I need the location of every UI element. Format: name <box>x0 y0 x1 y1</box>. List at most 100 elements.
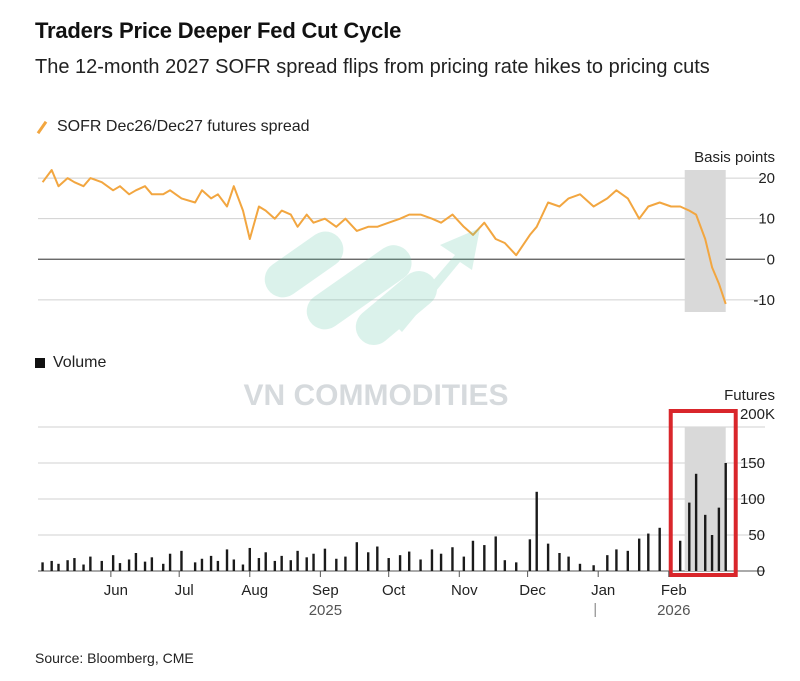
x-month-label: Sep <box>312 582 339 599</box>
volume-bar <box>724 463 727 571</box>
volume-bar <box>398 555 402 571</box>
volume-series <box>41 463 727 571</box>
x-year-label: 2026 <box>657 602 690 619</box>
chart-title: Traders Price Deeper Fed Cut Cycle <box>35 18 402 43</box>
volume-bar <box>273 560 277 571</box>
volume-bar <box>658 527 661 571</box>
volume-bar <box>647 533 650 571</box>
volume-bar <box>289 560 292 571</box>
volume-bar <box>567 556 570 571</box>
volume-bar <box>678 540 682 571</box>
volume-bar <box>50 560 53 571</box>
volume-y-tick-label: 150 <box>740 455 765 472</box>
volume-bar <box>515 562 518 571</box>
volume-bar <box>257 558 261 571</box>
watermark: VN COMMODITIES <box>243 228 509 412</box>
volume-bar <box>89 556 92 571</box>
volume-unit-label: Futures 200K <box>724 386 775 424</box>
volume-bar <box>704 514 707 571</box>
x-month-label: Oct <box>382 582 406 599</box>
x-month-label: Nov <box>451 582 478 599</box>
volume-bar <box>376 546 379 571</box>
x-month-label: Jun <box>104 582 128 599</box>
volume-bar <box>111 555 115 571</box>
spread-y-tick-label: -10 <box>753 292 775 309</box>
x-month-label: Jan <box>591 582 615 599</box>
volume-bar <box>209 555 213 571</box>
volume-y-tick-label: 100 <box>740 491 765 508</box>
volume-bar <box>335 558 338 571</box>
spread-legend: SOFR Dec26/Dec27 futures spread <box>35 118 310 136</box>
volume-bar <box>366 552 370 571</box>
volume-annotation <box>668 409 738 577</box>
volume-bar <box>127 559 131 571</box>
spread-y-tick-label: 20 <box>758 170 775 187</box>
volume-bar <box>232 559 236 571</box>
spread-line <box>41 169 727 305</box>
volume-bar <box>451 547 454 571</box>
volume-bar <box>57 563 60 571</box>
volume-bar <box>407 551 411 571</box>
spread-series <box>41 169 727 305</box>
volume-bar <box>296 550 299 571</box>
volume-bar <box>193 562 197 571</box>
spread-legend-label: SOFR Dec26/Dec27 futures spread <box>57 118 310 135</box>
volume-bar <box>100 560 103 571</box>
volume-legend: Volume <box>35 354 106 372</box>
volume-bar <box>355 542 359 571</box>
volume-bar <box>592 565 595 571</box>
volume-y-tick-label: 50 <box>748 527 765 544</box>
volume-bar <box>419 559 422 571</box>
x-month-label: Jul <box>175 582 194 599</box>
x-axis: Jun Jul Aug Sep Oct Nov Dec Jan Feb 2025 2026 <box>104 571 690 619</box>
volume-bar <box>241 564 245 571</box>
volume-bar <box>344 556 347 571</box>
volume-bar <box>200 558 204 571</box>
volume-bar <box>439 553 443 571</box>
volume-bar <box>312 553 315 571</box>
volume-bar <box>528 539 532 571</box>
volume-bar <box>134 553 138 571</box>
volume-legend-label: Volume <box>53 354 107 371</box>
volume-bar <box>264 552 267 571</box>
volume-bar <box>637 538 641 571</box>
volume-bar <box>143 561 147 571</box>
volume-bar <box>41 562 44 571</box>
volume-legend-swatch <box>35 358 45 368</box>
chart-subtitle: The 12-month 2027 SOFR spread flips from… <box>35 56 710 78</box>
spread-y-tick-label: 0 <box>767 251 775 268</box>
volume-bar <box>305 557 308 571</box>
volume-bar <box>535 491 538 571</box>
volume-bar <box>606 555 609 571</box>
volume-bar <box>168 553 172 571</box>
volume-bar <box>323 548 327 571</box>
volume-bar <box>462 556 466 571</box>
spread-y-tick-label: 10 <box>758 211 775 228</box>
watermark-text: VN COMMODITIES <box>243 379 508 412</box>
volume-bar <box>483 545 486 571</box>
watermark-logo-bar-3 <box>355 271 438 345</box>
volume-bar <box>180 550 183 571</box>
volume-bar <box>717 507 721 571</box>
volume-bar <box>503 560 507 571</box>
volume-bar <box>558 553 561 571</box>
volume-bar <box>710 535 714 571</box>
volume-bar <box>387 558 390 571</box>
volume-bar <box>546 543 550 571</box>
volume-annotation-box <box>668 409 738 577</box>
volume-bar <box>150 557 154 571</box>
spread-unit-label: Basis points <box>694 149 775 166</box>
x-month-label: Aug <box>241 582 268 599</box>
x-year-label: 2025 <box>309 602 342 619</box>
volume-y-ticks: 150 100 50 0 <box>740 455 765 580</box>
volume-bar <box>248 547 251 571</box>
source-note: Source: Bloomberg, CME <box>35 650 194 666</box>
volume-bar <box>494 536 497 571</box>
volume-bar <box>225 549 229 571</box>
x-month-label: Dec <box>519 582 546 599</box>
volume-bar <box>66 560 69 571</box>
volume-bar <box>688 502 691 571</box>
volume-bar <box>694 473 698 571</box>
volume-bar <box>578 563 582 571</box>
